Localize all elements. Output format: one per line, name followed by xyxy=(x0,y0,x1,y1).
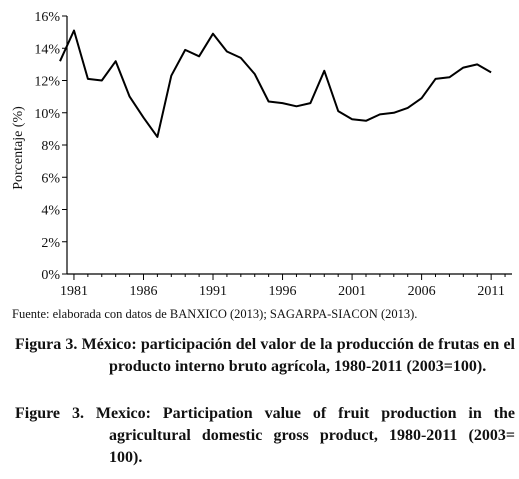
source-note: Fuente: elaborada con datos de BANXICO (… xyxy=(12,307,418,321)
caption-en-text: Mexico: Participation value of fruit pro… xyxy=(95,405,515,466)
y-tick-label: 0% xyxy=(41,268,60,283)
y-tick-label: 12% xyxy=(34,75,60,90)
caption-es-label: Figura 3. xyxy=(15,336,78,353)
chart-axes xyxy=(66,16,512,275)
y-tick-label: 6% xyxy=(41,171,60,186)
series-line xyxy=(59,29,492,138)
caption-en-label: Figure 3. xyxy=(15,405,84,422)
x-tick-label: 2006 xyxy=(408,284,436,299)
x-tick-label: 1991 xyxy=(199,284,227,299)
y-axis-ticks: 0% 2% 4% 6% 8% 10% 12% 14% 16% xyxy=(34,10,67,283)
y-tick-label: 4% xyxy=(41,204,60,219)
line-chart: 0% 2% 4% 6% 8% 10% 12% 14% 16% 1981 1986 1991 1996 2… xyxy=(11,10,512,299)
series-group xyxy=(59,29,492,138)
y-tick-label: 2% xyxy=(41,236,60,251)
x-axis-ticks: 1981 1986 1991 1996 2001 2006 2011 xyxy=(60,274,506,299)
x-tick-label: 2001 xyxy=(338,284,366,299)
caption-es-text: México: participación del valor de la pr… xyxy=(81,336,516,375)
y-tick-label: 8% xyxy=(41,139,60,154)
figure-caption-en: Figure 3. Mexico: Participation value of… xyxy=(15,403,515,469)
x-tick-label: 2011 xyxy=(477,284,504,299)
x-tick-label: 1981 xyxy=(60,284,88,299)
y-tick-label: 16% xyxy=(34,10,60,25)
x-tick-label: 1996 xyxy=(269,284,297,299)
y-tick-label: 10% xyxy=(34,107,60,122)
y-axis-title: Porcentaje (%) xyxy=(11,106,26,190)
figure-caption-es: Figura 3. México: participación del valo… xyxy=(15,334,515,378)
y-tick-label: 14% xyxy=(34,42,60,57)
x-tick-label: 1986 xyxy=(129,284,157,299)
